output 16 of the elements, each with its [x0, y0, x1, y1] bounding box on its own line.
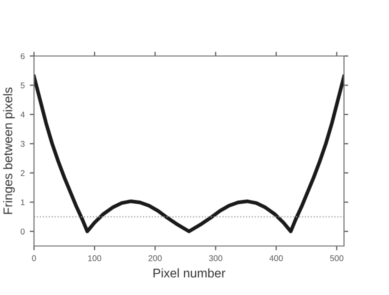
- x-axis-title: Pixel number: [154, 268, 226, 278]
- x-tick-label: 0: [32, 255, 36, 262]
- y-axis-title: Fringes between pixels: [3, 88, 15, 214]
- x-tick-label: 100: [88, 255, 102, 262]
- y-tick-label: 2: [20, 170, 25, 176]
- x-tick-label: 500: [330, 255, 344, 262]
- y-tick-label: 6: [20, 53, 25, 60]
- line-series: [34, 74, 344, 234]
- y-tick-label: 1: [20, 199, 25, 206]
- x-tick-label: 300: [209, 255, 222, 262]
- y-tick-label: 3: [20, 140, 25, 147]
- y-tick-label: 0: [20, 228, 25, 234]
- y-tick-label: 5: [20, 82, 25, 88]
- x-tick-label: 400: [269, 255, 283, 262]
- x-tick-label: 200: [148, 255, 162, 262]
- y-tick-label: 4: [20, 112, 25, 118]
